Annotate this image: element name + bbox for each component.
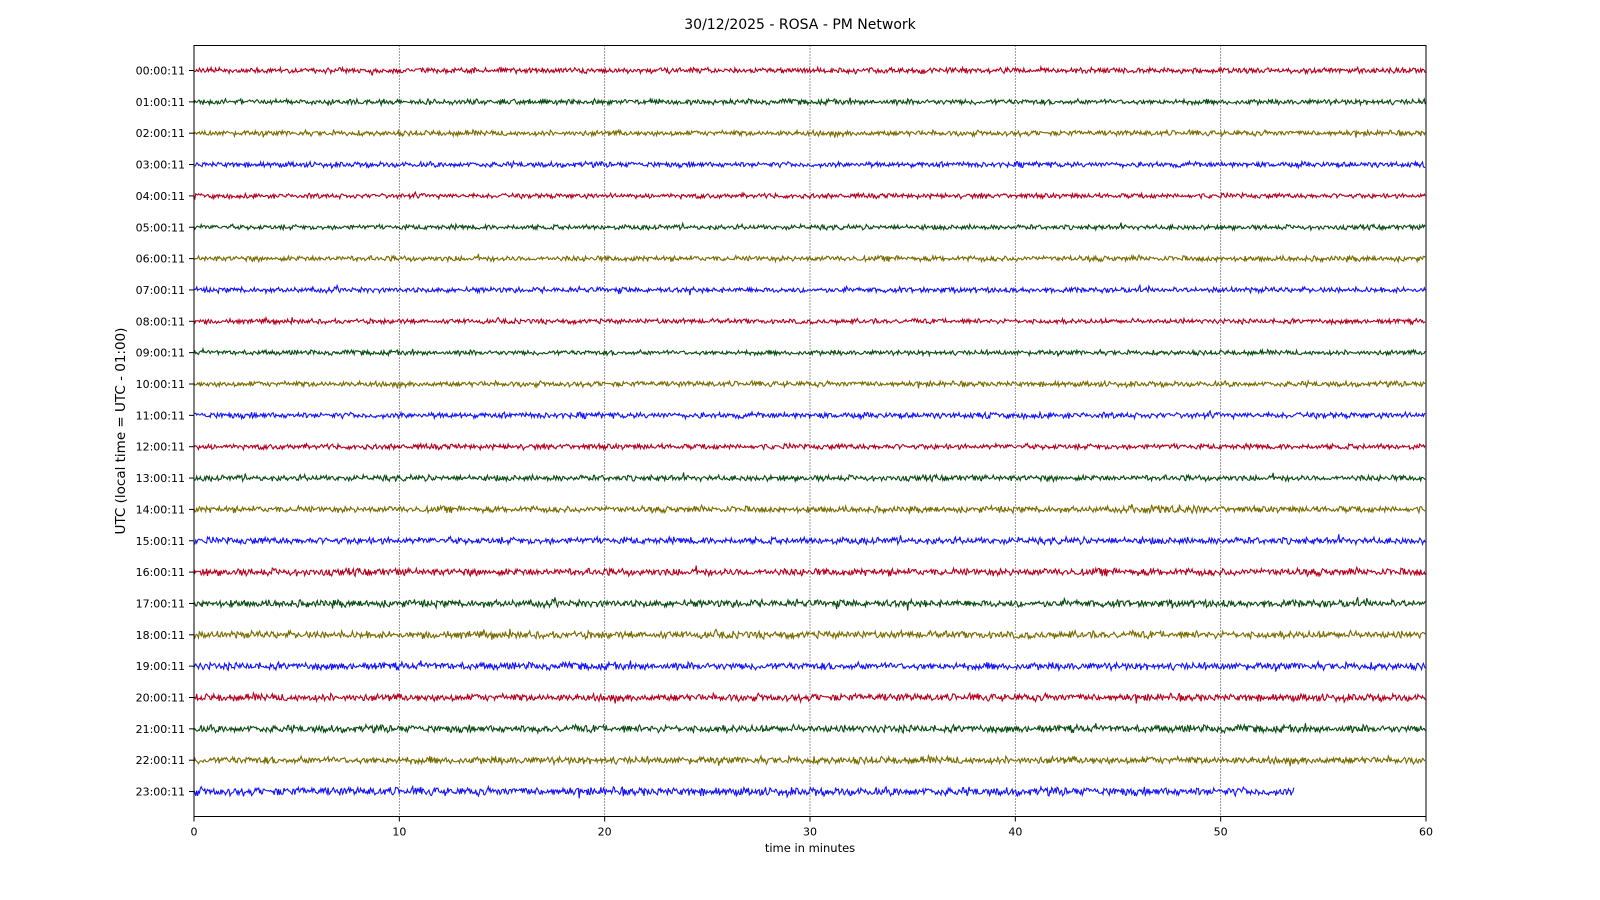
trace-line bbox=[193, 379, 1426, 389]
trace-line bbox=[193, 346, 1426, 358]
y-tick-label: 00:00:11 bbox=[136, 65, 185, 78]
trace-line bbox=[193, 64, 1426, 76]
y-ticks: 00:00:11 01:00:11 02:00:11 03:00:11 04:00:11… bbox=[136, 65, 194, 799]
y-tick-label: 04:00:11 bbox=[136, 190, 185, 203]
x-tick-label: 40 bbox=[1008, 826, 1022, 839]
chart-title: 30/12/2025 - ROSA - PM Network bbox=[684, 17, 916, 33]
trace-line bbox=[193, 441, 1426, 452]
y-tick-label: 01:00:11 bbox=[136, 96, 185, 109]
y-tick-label: 07:00:11 bbox=[136, 284, 185, 297]
y-tick-label: 09:00:11 bbox=[136, 347, 185, 360]
y-tick-label: 06:00:11 bbox=[136, 253, 185, 266]
y-tick-label: 21:00:11 bbox=[136, 723, 185, 736]
trace-line bbox=[193, 784, 1295, 799]
trace-line bbox=[193, 97, 1426, 108]
trace-line bbox=[193, 722, 1426, 736]
trace-line bbox=[193, 128, 1426, 139]
y-tick-label: 03:00:11 bbox=[136, 159, 185, 172]
trace-line bbox=[193, 190, 1426, 201]
y-tick-label: 19:00:11 bbox=[136, 660, 185, 673]
y-tick-label: 17:00:11 bbox=[136, 597, 185, 610]
y-tick-label: 18:00:11 bbox=[136, 629, 185, 642]
trace-line bbox=[193, 283, 1426, 296]
y-tick-label: 13:00:11 bbox=[136, 472, 185, 485]
traces bbox=[193, 64, 1426, 799]
grid-lines bbox=[398, 45, 1222, 817]
trace-line bbox=[193, 596, 1426, 611]
trace-line bbox=[193, 472, 1426, 484]
trace-line bbox=[193, 753, 1426, 767]
x-tick-label: 0 bbox=[191, 826, 198, 839]
y-tick-label: 15:00:11 bbox=[136, 535, 185, 548]
trace-line bbox=[193, 691, 1426, 704]
trace-line bbox=[193, 315, 1426, 327]
y-tick-label: 12:00:11 bbox=[136, 441, 185, 454]
trace-line bbox=[193, 503, 1426, 515]
x-tick-label: 50 bbox=[1214, 826, 1228, 839]
trace-line bbox=[193, 221, 1426, 232]
y-tick-label: 08:00:11 bbox=[136, 315, 185, 328]
x-tick-label: 20 bbox=[598, 826, 612, 839]
y-tick-label: 20:00:11 bbox=[136, 692, 185, 705]
trace-line bbox=[193, 628, 1426, 641]
y-tick-label: 23:00:11 bbox=[136, 786, 185, 799]
y-tick-label: 02:00:11 bbox=[136, 127, 185, 140]
trace-line bbox=[193, 565, 1426, 578]
y-axis-label: UTC (local time = UTC - 01:00) bbox=[113, 328, 129, 535]
x-tick-label: 30 bbox=[803, 826, 817, 839]
y-tick-label: 22:00:11 bbox=[136, 754, 185, 767]
x-axis-label: time in minutes bbox=[765, 841, 855, 855]
x-ticks: 0 10 20 30 40 50 60 bbox=[191, 816, 1433, 839]
trace-line bbox=[193, 253, 1426, 264]
x-tick-label: 10 bbox=[392, 826, 406, 839]
trace-line bbox=[193, 409, 1426, 421]
y-tick-label: 16:00:11 bbox=[136, 566, 185, 579]
trace-line bbox=[193, 659, 1426, 673]
x-tick-label: 60 bbox=[1419, 826, 1433, 839]
y-tick-label: 05:00:11 bbox=[136, 221, 185, 234]
y-tick-label: 11:00:11 bbox=[136, 409, 185, 422]
trace-line bbox=[193, 534, 1426, 547]
y-tick-label: 14:00:11 bbox=[136, 503, 185, 516]
trace-line bbox=[193, 159, 1426, 170]
y-tick-label: 10:00:11 bbox=[136, 378, 185, 391]
